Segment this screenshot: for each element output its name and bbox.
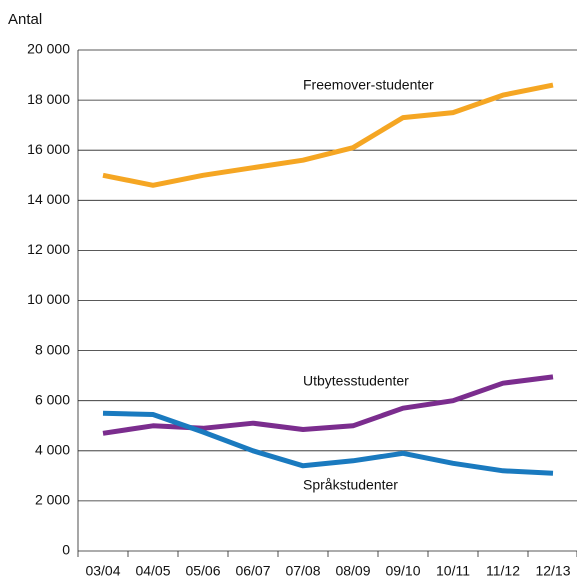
y-tick-label: 0 — [62, 542, 70, 558]
x-tick-label: 07/08 — [285, 563, 320, 577]
x-tick-label: 10/11 — [436, 563, 470, 577]
y-tick-label: 8 000 — [35, 341, 70, 357]
x-tick-label: 09/10 — [385, 563, 420, 577]
x-tick-label: 11/12 — [486, 563, 520, 577]
y-tick-label: 14 000 — [27, 191, 70, 207]
y-tick-label: 2 000 — [35, 492, 70, 508]
series-label: Utbytesstudenter — [303, 373, 409, 389]
series-line — [102, 410, 554, 476]
y-tick-label: 18 000 — [27, 91, 70, 107]
y-tick-label: 20 000 — [27, 41, 70, 57]
x-tick-label: 12/13 — [535, 563, 570, 577]
y-tick-label: 4 000 — [35, 442, 70, 458]
series-line — [102, 82, 554, 188]
series-line — [102, 374, 554, 436]
series-label: Freemover-studenter — [303, 77, 434, 93]
x-tick-label: 08/09 — [335, 563, 370, 577]
x-tick-label: 06/07 — [235, 563, 270, 577]
x-tick-label: 05/06 — [185, 563, 220, 577]
y-tick-label: 12 000 — [27, 241, 70, 257]
y-tick-label: 6 000 — [35, 391, 70, 407]
x-tick-label: 03/04 — [85, 563, 120, 577]
y-axis-label: Antal — [8, 11, 42, 28]
series-label: Språkstudenter — [303, 477, 398, 493]
x-tick-label: 04/05 — [135, 563, 170, 577]
y-tick-label: 10 000 — [27, 291, 70, 307]
y-tick-label: 16 000 — [27, 141, 70, 157]
